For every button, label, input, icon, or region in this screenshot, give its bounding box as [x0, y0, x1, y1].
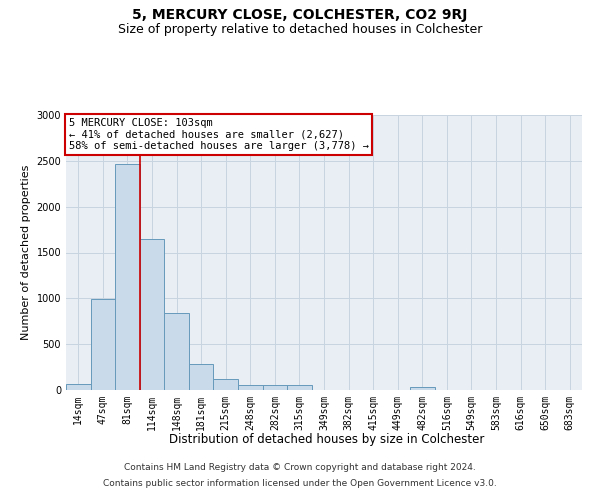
Bar — [164, 313, 189, 390]
Bar — [238, 384, 263, 390]
Text: Distribution of detached houses by size in Colchester: Distribution of detached houses by size … — [169, 432, 485, 446]
Bar — [287, 386, 312, 390]
Bar — [66, 384, 91, 390]
Text: Size of property relative to detached houses in Colchester: Size of property relative to detached ho… — [118, 22, 482, 36]
Text: Contains HM Land Registry data © Crown copyright and database right 2024.: Contains HM Land Registry data © Crown c… — [124, 464, 476, 472]
Bar — [115, 164, 140, 390]
Text: Contains public sector information licensed under the Open Government Licence v3: Contains public sector information licen… — [103, 478, 497, 488]
Bar — [189, 364, 214, 390]
Bar — [91, 299, 115, 390]
Bar — [214, 379, 238, 390]
Bar — [140, 239, 164, 390]
Bar — [410, 387, 434, 390]
Text: 5 MERCURY CLOSE: 103sqm
← 41% of detached houses are smaller (2,627)
58% of semi: 5 MERCURY CLOSE: 103sqm ← 41% of detache… — [68, 118, 368, 151]
Bar — [263, 386, 287, 390]
Y-axis label: Number of detached properties: Number of detached properties — [21, 165, 31, 340]
Text: 5, MERCURY CLOSE, COLCHESTER, CO2 9RJ: 5, MERCURY CLOSE, COLCHESTER, CO2 9RJ — [133, 8, 467, 22]
